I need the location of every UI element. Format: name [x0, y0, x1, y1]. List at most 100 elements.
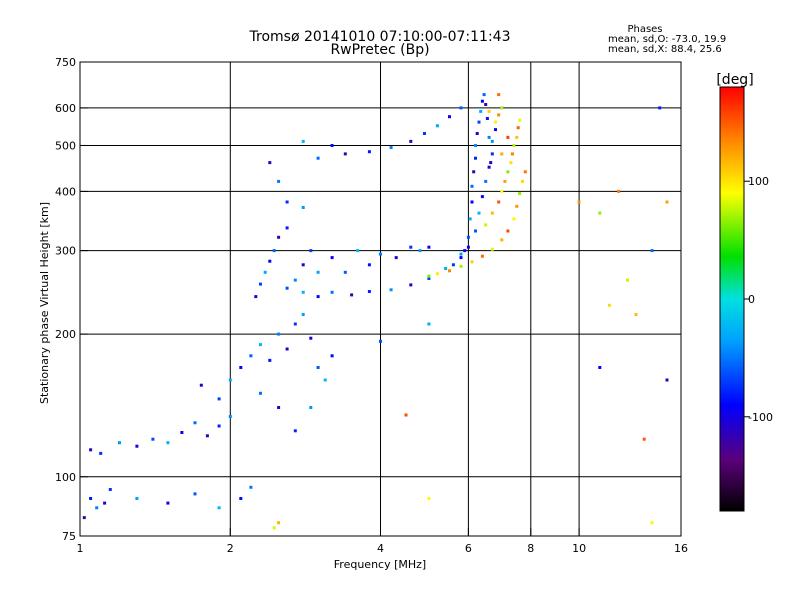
data-point — [515, 204, 519, 208]
y-tick-label: 750 — [55, 56, 76, 69]
data-point — [665, 200, 669, 204]
data-point — [459, 256, 463, 260]
data-point — [480, 195, 484, 199]
x-tick-label: 2 — [227, 542, 234, 555]
data-point — [301, 290, 305, 294]
data-point — [427, 497, 431, 500]
x-tick-label: 4 — [377, 542, 384, 555]
data-point — [389, 146, 393, 149]
data-point — [484, 103, 488, 106]
data-point — [494, 120, 497, 124]
y-tick-label: 75 — [62, 530, 76, 543]
data-point — [521, 179, 524, 183]
y-tick-label: 300 — [55, 245, 76, 258]
data-point — [228, 415, 232, 418]
data-point — [394, 256, 398, 260]
data-point — [598, 211, 602, 215]
data-point — [309, 249, 313, 253]
data-point — [89, 448, 93, 452]
data-point — [650, 249, 654, 253]
data-point — [515, 135, 519, 139]
data-point — [217, 506, 221, 510]
data-point — [205, 434, 209, 438]
data-point — [642, 437, 646, 441]
data-point — [330, 144, 334, 147]
y-axis-label: Stationary phase Virtual Height [km] — [38, 202, 51, 404]
data-point — [316, 295, 320, 299]
data-point — [479, 109, 483, 113]
data-point — [487, 135, 491, 139]
data-point — [509, 161, 513, 165]
data-point — [277, 332, 281, 336]
colorbar-label: [deg] — [716, 72, 753, 88]
data-point — [103, 501, 107, 505]
data-point — [506, 229, 510, 233]
data-point — [277, 406, 281, 409]
data-point — [427, 274, 431, 278]
data-point — [285, 286, 289, 290]
data-point — [658, 106, 662, 110]
data-point — [503, 179, 507, 183]
data-point — [577, 200, 581, 204]
data-point — [477, 120, 481, 124]
data-point — [518, 192, 522, 195]
data-point — [379, 339, 382, 343]
data-point — [448, 269, 451, 273]
data-point — [487, 165, 491, 169]
data-point — [598, 366, 602, 369]
data-point — [330, 256, 334, 260]
data-point — [309, 336, 313, 340]
data-point — [95, 506, 99, 510]
x-tick-label: 16 — [674, 542, 688, 555]
data-point — [497, 113, 501, 117]
y-tick-label: 600 — [55, 102, 76, 115]
x-tick-label: 6 — [465, 542, 472, 555]
data-point — [343, 152, 347, 156]
data-point — [259, 391, 262, 395]
data-point — [166, 501, 170, 505]
data-point — [626, 278, 629, 282]
data-point — [466, 235, 470, 239]
data-point — [474, 144, 477, 147]
data-point — [135, 444, 139, 448]
data-point — [217, 424, 221, 428]
phase-stats-x: mean, sd,X: 88.4, 25.6 — [608, 44, 722, 55]
data-point — [249, 354, 253, 358]
data-point — [500, 106, 504, 110]
data-point — [435, 272, 439, 276]
data-point — [409, 139, 413, 143]
data-point — [472, 170, 476, 174]
data-point — [518, 118, 522, 122]
data-point — [451, 263, 455, 267]
data-point — [480, 99, 484, 103]
data-point — [459, 252, 463, 256]
data-point — [166, 441, 170, 445]
data-point — [490, 139, 494, 143]
data-point — [409, 245, 413, 249]
data-point — [489, 161, 493, 165]
data-points — [82, 93, 669, 530]
chart-title: Tromsø 20141010 07:10:00-07:11:43 — [249, 29, 511, 45]
data-point — [474, 156, 477, 160]
data-point — [389, 288, 393, 292]
data-point — [427, 245, 431, 249]
data-point — [151, 437, 155, 441]
data-point — [448, 115, 451, 119]
x-axis-label: Frequency [MHz] — [334, 558, 426, 571]
data-point — [263, 270, 267, 274]
data-point — [490, 152, 494, 156]
data-point — [477, 211, 481, 215]
colorbar-tick-label: -100 — [748, 411, 773, 424]
data-point — [512, 217, 516, 221]
data-point — [99, 451, 103, 455]
data-point — [617, 189, 621, 193]
data-point — [435, 124, 439, 128]
data-point — [293, 278, 297, 282]
data-point — [367, 290, 371, 293]
data-point — [427, 322, 431, 326]
chart-subtitle: RwPretec (Bp) — [330, 42, 429, 58]
x-ticks: 1 2 4 6 8 10 16 — [77, 528, 688, 555]
data-point — [482, 93, 486, 97]
data-point — [487, 109, 491, 113]
